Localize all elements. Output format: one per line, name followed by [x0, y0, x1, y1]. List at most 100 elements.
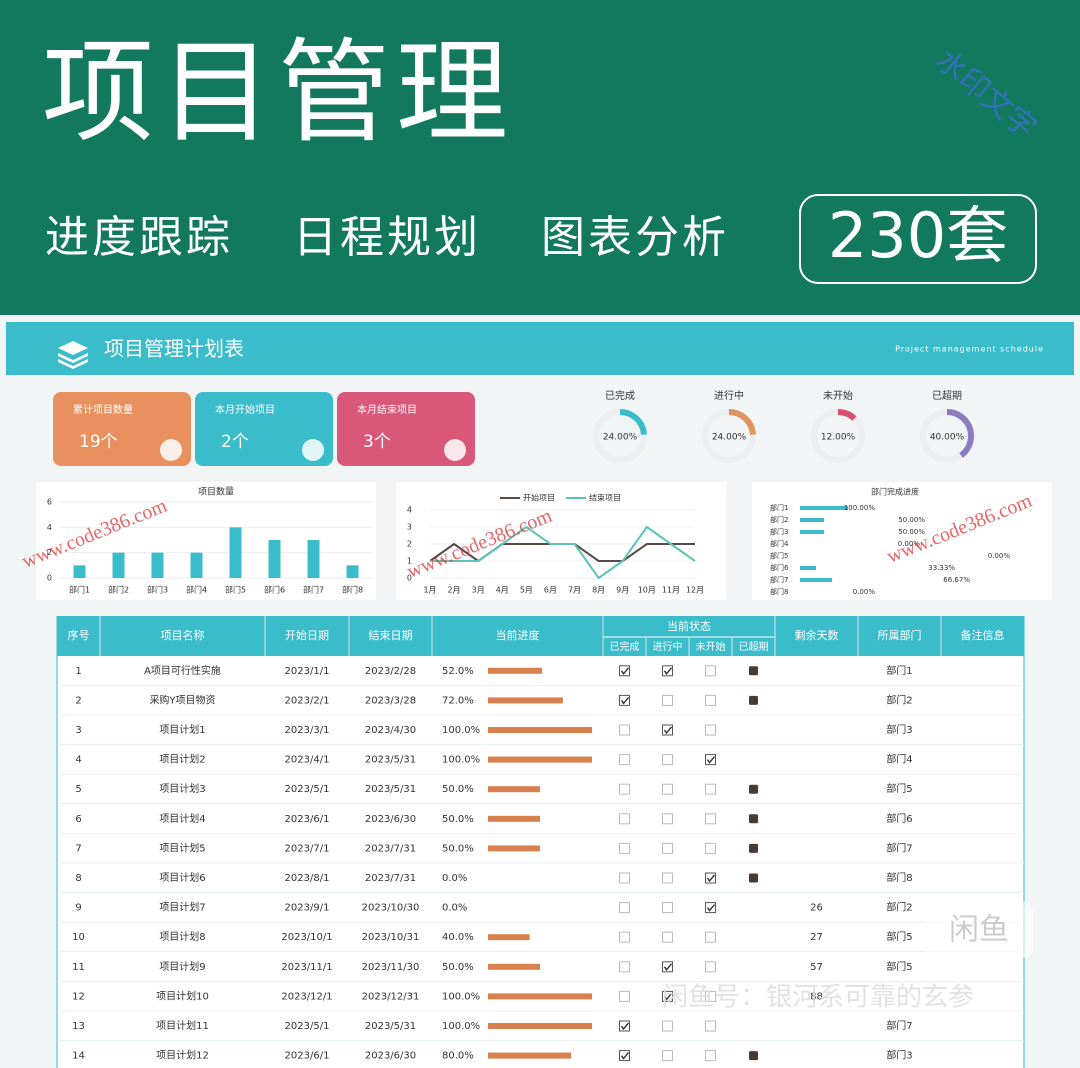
progress-bar — [488, 815, 540, 822]
ring-value: 12.00% — [821, 433, 856, 443]
cell-end: 2023/10/30 — [362, 903, 420, 914]
checkbox — [619, 931, 630, 943]
cell-start: 2023/8/1 — [285, 873, 330, 884]
progress-bar — [488, 934, 530, 941]
y-tick-label: 0 — [407, 574, 412, 583]
overdue-flag — [749, 843, 758, 853]
card-label: 本月结束项目 — [357, 403, 417, 416]
checkbox — [705, 902, 716, 914]
progress-bar — [488, 756, 592, 763]
checkbox — [662, 902, 673, 914]
bar — [268, 540, 281, 578]
ring-label: 进行中 — [714, 389, 744, 402]
legend-label: 开始项目 — [523, 493, 555, 503]
banner — [0, 0, 1080, 315]
cell-end: 2023/5/31 — [365, 1021, 416, 1032]
column-subheader: 进行中 — [653, 640, 683, 653]
cell-dept: 部门2 — [886, 901, 912, 914]
card-value: 2个 — [221, 432, 249, 452]
cell-dept: 部门4 — [886, 753, 912, 766]
cell-dept: 部门3 — [886, 723, 912, 736]
progress-label: 0.0% — [442, 873, 467, 884]
cell-remaining: 57 — [810, 962, 823, 973]
table-row — [58, 774, 1023, 804]
checkbox — [662, 961, 673, 973]
progress-label: 52.0% — [442, 666, 474, 677]
y-tick-label: 部门7 — [770, 575, 788, 584]
checkbox — [619, 1020, 630, 1032]
x-tick-label: 部门8 — [342, 585, 363, 595]
sheet-subtitle: Project management schedule — [895, 345, 1044, 354]
cell-end: 2023/2/28 — [365, 666, 416, 677]
cell-start: 2023/6/1 — [285, 1051, 330, 1062]
table-row — [58, 892, 1023, 923]
cell-dept: 部门7 — [886, 841, 912, 854]
cell-no: 3 — [75, 725, 81, 736]
overdue-flag — [749, 666, 758, 676]
cell-end: 2023/6/30 — [365, 814, 416, 825]
x-tick-label: 1月 — [423, 586, 436, 595]
table-row — [58, 804, 1023, 834]
cell-end: 2023/5/31 — [365, 755, 416, 766]
checkbox — [662, 872, 673, 884]
x-tick-label: 5月 — [520, 586, 533, 595]
x-tick-label: 2月 — [448, 586, 461, 595]
checkbox — [705, 754, 716, 766]
cell-start: 2023/12/1 — [281, 991, 332, 1002]
cell-no: 14 — [72, 1051, 85, 1062]
x-tick-label: 12月 — [686, 586, 704, 595]
x-tick-label: 7月 — [568, 586, 581, 595]
card-icon — [302, 439, 324, 461]
cell-start: 2023/3/1 — [285, 725, 330, 736]
x-tick-label: 10月 — [638, 586, 656, 595]
progress-label: 100.0% — [442, 755, 480, 766]
column-header: 序号 — [68, 628, 90, 642]
column-subheader: 已超期 — [739, 640, 769, 653]
checkbox — [705, 990, 716, 1002]
cell-start: 2023/11/1 — [281, 962, 332, 973]
cell-dept: 部门8 — [886, 871, 912, 884]
cell-dept: 部门2 — [886, 693, 912, 706]
progress-label: 50.0% — [442, 962, 474, 973]
column-header: 当前进度 — [496, 628, 540, 642]
bar — [73, 565, 86, 578]
cell-dept: 部门5 — [886, 930, 912, 943]
cell-end: 2023/12/31 — [362, 991, 420, 1002]
ring-value: 40.00% — [930, 433, 965, 443]
ring-arc — [811, 409, 865, 463]
cell-name: 项目计划12 — [156, 1049, 209, 1062]
progress-bar — [488, 667, 543, 674]
cell-name: 项目计划10 — [156, 989, 209, 1002]
y-tick-label: 部门2 — [770, 515, 788, 524]
checkmark — [663, 726, 673, 735]
x-tick-label: 部门3 — [147, 585, 168, 595]
bar — [800, 578, 833, 582]
checkmark — [663, 963, 673, 971]
cell-name: 项目计划7 — [159, 901, 205, 914]
y-tick-label: 部门3 — [770, 527, 788, 536]
checkbox — [662, 783, 673, 795]
checkbox — [662, 1020, 673, 1032]
checkbox — [619, 754, 630, 766]
checkbox — [705, 1050, 716, 1062]
progress-label: 72.0% — [442, 695, 474, 706]
y-tick-label: 2 — [407, 540, 412, 549]
checkbox — [705, 665, 716, 677]
chart-panel — [396, 482, 726, 600]
x-tick-label: 部门6 — [264, 585, 285, 595]
y-tick-label: 4 — [407, 506, 412, 515]
checkbox — [619, 990, 630, 1002]
card-label: 累计项目数量 — [73, 403, 133, 416]
progress-bar — [488, 1023, 592, 1029]
layers-icon — [58, 341, 88, 369]
cell-dept: 部门5 — [886, 960, 912, 973]
checkbox — [619, 694, 630, 706]
cell-name: 项目计划8 — [159, 930, 205, 943]
cell-no: 12 — [72, 991, 85, 1002]
overdue-flag — [749, 814, 758, 824]
checkbox — [705, 694, 716, 706]
ring-label: 未开始 — [823, 389, 853, 402]
progress-bar — [488, 697, 563, 704]
value-label: 0.00% — [898, 540, 921, 548]
column-header: 当前状态 — [667, 619, 711, 633]
